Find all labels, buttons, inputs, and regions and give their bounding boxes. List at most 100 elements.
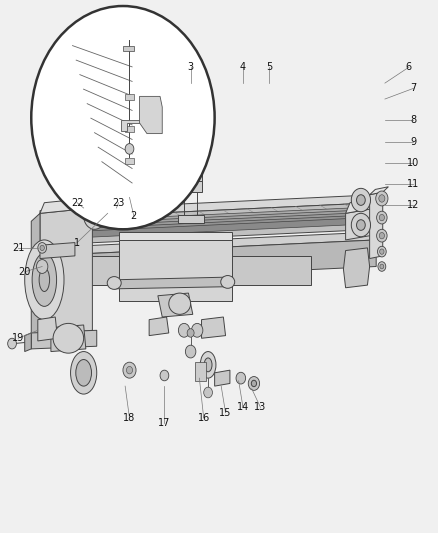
Circle shape — [36, 260, 48, 273]
Ellipse shape — [204, 358, 212, 372]
Circle shape — [351, 213, 371, 237]
Text: 12: 12 — [407, 200, 420, 211]
Polygon shape — [38, 317, 57, 341]
Ellipse shape — [32, 253, 57, 306]
Circle shape — [236, 372, 246, 384]
Polygon shape — [64, 213, 348, 233]
Circle shape — [191, 324, 203, 337]
Ellipse shape — [39, 268, 49, 292]
Circle shape — [377, 211, 387, 224]
Circle shape — [38, 243, 46, 253]
Circle shape — [185, 345, 196, 358]
Ellipse shape — [169, 293, 191, 314]
Text: 11: 11 — [407, 179, 420, 189]
Circle shape — [127, 367, 133, 374]
Circle shape — [248, 376, 260, 390]
Polygon shape — [25, 333, 31, 352]
Polygon shape — [31, 213, 40, 344]
Circle shape — [357, 195, 365, 205]
Ellipse shape — [221, 276, 235, 288]
Bar — [180, 160, 201, 181]
Polygon shape — [40, 195, 376, 219]
Ellipse shape — [71, 352, 97, 394]
Circle shape — [183, 107, 189, 115]
Circle shape — [160, 370, 169, 381]
Circle shape — [8, 338, 16, 349]
Bar — [125, 126, 134, 132]
Polygon shape — [65, 216, 347, 236]
Circle shape — [379, 214, 385, 221]
Text: 9: 9 — [410, 136, 417, 147]
Circle shape — [380, 249, 384, 254]
Circle shape — [376, 191, 388, 206]
Ellipse shape — [76, 360, 92, 386]
Circle shape — [123, 362, 136, 378]
Circle shape — [192, 107, 198, 115]
Circle shape — [379, 232, 385, 239]
Circle shape — [357, 220, 365, 230]
Text: 19: 19 — [12, 333, 24, 343]
Polygon shape — [121, 120, 141, 131]
Polygon shape — [215, 370, 230, 386]
Polygon shape — [66, 219, 346, 238]
Ellipse shape — [53, 324, 84, 353]
Polygon shape — [370, 187, 389, 195]
Polygon shape — [40, 203, 376, 245]
Polygon shape — [40, 240, 376, 282]
Circle shape — [378, 246, 386, 257]
Text: 8: 8 — [410, 115, 417, 125]
Polygon shape — [31, 330, 97, 349]
Bar — [178, 147, 203, 160]
Polygon shape — [158, 293, 193, 317]
Circle shape — [40, 245, 44, 251]
Text: 14: 14 — [237, 402, 249, 413]
Circle shape — [89, 209, 100, 222]
Polygon shape — [370, 192, 383, 259]
Polygon shape — [63, 211, 349, 230]
Polygon shape — [343, 248, 370, 288]
Polygon shape — [119, 232, 232, 240]
Bar — [40, 256, 123, 285]
Circle shape — [187, 329, 194, 337]
Circle shape — [31, 6, 215, 229]
Polygon shape — [51, 325, 86, 352]
Bar — [119, 240, 232, 301]
Circle shape — [178, 324, 190, 337]
Text: 21: 21 — [12, 243, 25, 253]
Polygon shape — [201, 317, 226, 338]
Bar — [125, 158, 134, 164]
Text: 17: 17 — [158, 418, 171, 429]
Circle shape — [125, 143, 134, 154]
Bar — [228, 256, 311, 285]
Polygon shape — [346, 197, 381, 213]
Polygon shape — [40, 232, 376, 256]
Text: 6: 6 — [406, 62, 412, 72]
Polygon shape — [140, 96, 162, 134]
Text: 13: 13 — [254, 402, 267, 413]
Circle shape — [84, 203, 106, 229]
Polygon shape — [40, 197, 97, 213]
Text: 15: 15 — [219, 408, 232, 418]
Circle shape — [380, 264, 384, 269]
Circle shape — [378, 262, 386, 271]
Polygon shape — [346, 208, 376, 240]
Polygon shape — [149, 317, 169, 336]
Bar — [123, 46, 134, 51]
Text: 3: 3 — [187, 62, 194, 72]
Bar — [195, 362, 206, 381]
Bar — [125, 94, 134, 100]
Text: 18: 18 — [124, 413, 136, 423]
Text: 20: 20 — [18, 267, 31, 277]
Text: 5: 5 — [266, 62, 272, 72]
Text: 7: 7 — [410, 83, 417, 93]
Bar — [177, 215, 204, 223]
Text: 4: 4 — [240, 62, 246, 72]
Circle shape — [351, 188, 371, 212]
Polygon shape — [62, 208, 350, 228]
Text: 10: 10 — [407, 158, 420, 168]
Polygon shape — [40, 208, 92, 336]
Bar — [180, 181, 201, 192]
Circle shape — [379, 195, 385, 202]
Ellipse shape — [200, 352, 216, 378]
Text: 1: 1 — [74, 238, 80, 247]
